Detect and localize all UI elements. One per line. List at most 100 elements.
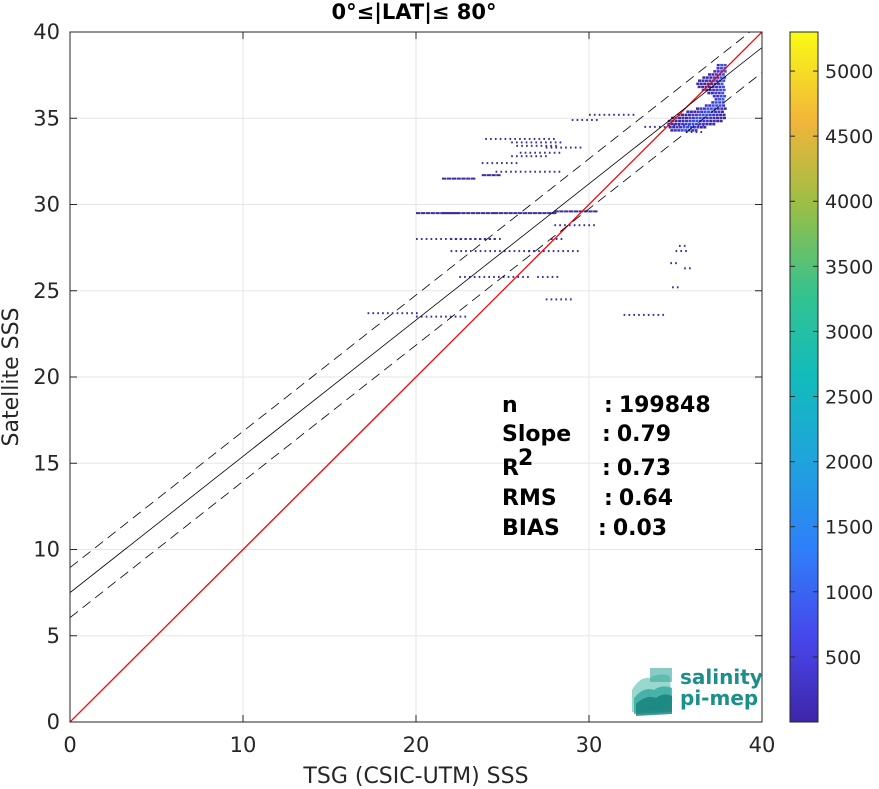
- density-point: [706, 82, 710, 86]
- stat-value: :199848: [604, 393, 711, 418]
- density-point: [691, 129, 695, 132]
- density-point: [485, 212, 490, 215]
- colorbar-ticks: 500 1000 1500 2000 2500 3000 3500 4000 4500 5000: [790, 61, 873, 669]
- density-point: [550, 298, 553, 301]
- density-point: [677, 122, 681, 126]
- salinity-pi-mep-logo: salinity pi-mep: [632, 665, 763, 716]
- density-point: [522, 275, 524, 278]
- density-point: [713, 82, 717, 86]
- stat-separator: :: [602, 456, 611, 481]
- density-point: [573, 224, 576, 227]
- density-point: [704, 79, 708, 82]
- density-point: [571, 118, 574, 121]
- density-point: [568, 210, 574, 213]
- density-point: [545, 298, 548, 301]
- lower-confidence-line: [70, 72, 762, 618]
- density-point: [499, 137, 502, 140]
- density-point: [686, 110, 690, 113]
- density-point: [524, 170, 527, 173]
- density-point: [712, 94, 716, 98]
- density-point: [554, 141, 557, 144]
- density-point: [698, 116, 702, 120]
- density-point: [493, 212, 499, 215]
- density-point: [718, 101, 722, 104]
- density-point: [713, 107, 717, 110]
- density-point: [705, 113, 709, 117]
- density-point: [719, 94, 723, 98]
- density-point: [445, 315, 447, 318]
- density-point: [498, 275, 500, 278]
- density-point: [525, 155, 528, 158]
- stat-number: 0.73: [617, 456, 671, 481]
- density-point: [545, 141, 547, 144]
- density-point: [485, 137, 487, 140]
- density-point: [684, 113, 688, 117]
- density-point: [719, 67, 723, 70]
- density-point: [513, 212, 518, 215]
- density-point: [491, 174, 496, 177]
- density-point: [708, 104, 712, 107]
- density-point: [688, 122, 692, 126]
- density-point: [486, 174, 491, 177]
- density-point: [713, 70, 717, 73]
- density-point: [461, 212, 466, 215]
- density-point: [714, 98, 718, 101]
- density-point: [542, 250, 545, 253]
- density-point: [678, 119, 682, 123]
- density-point: [510, 162, 513, 165]
- density-point: [702, 119, 706, 123]
- density-point: [704, 104, 708, 107]
- density-point: [572, 250, 574, 253]
- density-point: [708, 88, 712, 92]
- density-point: [530, 141, 533, 144]
- density-point: [722, 88, 726, 92]
- density-point: [705, 116, 709, 120]
- density-point: [578, 210, 583, 213]
- density-point: [513, 250, 516, 253]
- density-point: [435, 315, 438, 318]
- density-point: [535, 144, 538, 147]
- colorbar-tick-label: 2000: [825, 452, 873, 474]
- density-point: [466, 212, 471, 215]
- stat-separator: :: [598, 516, 607, 541]
- density-point: [503, 212, 508, 215]
- density-point: [527, 212, 533, 215]
- density-point: [670, 129, 674, 132]
- density-point: [698, 113, 702, 117]
- fit-lines: [70, 32, 762, 722]
- density-point: [524, 151, 527, 154]
- density-point: [683, 244, 686, 247]
- density-point: [722, 79, 726, 82]
- density-point: [715, 113, 719, 117]
- density-point: [628, 313, 631, 316]
- density-point: [474, 250, 477, 253]
- density-point: [579, 146, 582, 149]
- density-point: [588, 210, 593, 213]
- y-axis-ticks: 0 5 10 15 20 25 30 35 40: [33, 20, 762, 734]
- density-point: [717, 110, 721, 113]
- density-point: [430, 238, 433, 240]
- density-point: [550, 146, 553, 149]
- density-point: [681, 113, 685, 117]
- y-tick-label: 10: [33, 538, 60, 562]
- density-point: [608, 113, 611, 116]
- density-point: [586, 118, 588, 121]
- density-point: [464, 275, 466, 278]
- stat-separator: :: [604, 393, 613, 418]
- density-point: [441, 212, 447, 215]
- density-point: [721, 91, 725, 95]
- density-point: [451, 177, 456, 180]
- density-point: [694, 113, 698, 117]
- density-point: [551, 275, 554, 278]
- density-point: [456, 212, 461, 215]
- density-point: [721, 73, 725, 76]
- density-point: [688, 116, 692, 120]
- density-point: [674, 122, 678, 126]
- density-point: [455, 250, 458, 253]
- density-point: [519, 170, 522, 173]
- density-point: [715, 88, 719, 92]
- density-point: [708, 122, 712, 126]
- density-point: [715, 79, 719, 82]
- density-point: [539, 170, 541, 173]
- density-point: [716, 67, 720, 70]
